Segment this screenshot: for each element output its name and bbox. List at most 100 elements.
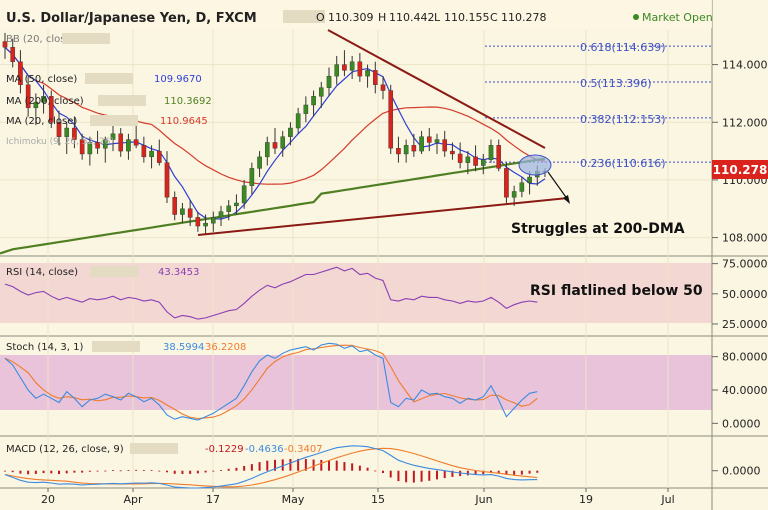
ohlc-l: 110.155 [444, 11, 490, 24]
macd-hist-bar [389, 470, 392, 478]
legend-ma50: MA (50, close) [6, 74, 77, 85]
symbol-title: U.S. Dollar/Japanese Yen, D, FXCM [6, 11, 257, 26]
header-icons[interactable] [283, 10, 325, 23]
macd-hist-bar [343, 462, 346, 471]
x-tick-label: 17 [206, 493, 220, 506]
macd-hist-bar [358, 465, 361, 471]
ohlc-o-label: O [316, 11, 325, 24]
market-status-dot [633, 14, 639, 20]
macd-hist-bar [466, 470, 469, 476]
macd-hist-bar [482, 470, 485, 475]
macd-hist-bar [104, 470, 107, 472]
candle [280, 136, 286, 149]
candle [234, 202, 239, 207]
fib-label: 0.236(110.616) [580, 157, 666, 170]
macd-hist-bar [27, 470, 30, 475]
candle [396, 148, 401, 155]
stoch-d-line [4, 344, 538, 420]
candle [110, 133, 116, 140]
candle [226, 205, 232, 212]
rsi-tick-label: 25.0000 [722, 318, 768, 331]
candle [519, 182, 525, 192]
candle [56, 122, 62, 137]
candle [218, 211, 224, 218]
macd-hist-bar [335, 460, 338, 471]
candle [511, 191, 517, 198]
candle [187, 208, 193, 218]
macd-hist-bar [34, 470, 37, 474]
ohlc-l-label: L [434, 11, 441, 24]
x-tick-label: May [282, 493, 305, 506]
candle [79, 139, 85, 155]
macd-hist-bar [243, 465, 246, 471]
candle [72, 127, 77, 140]
ma50-line [4, 46, 546, 220]
ma20-line [4, 46, 546, 185]
macd-hist-bar [420, 470, 423, 482]
ohlc-c-label: C [490, 11, 498, 24]
candle [241, 185, 247, 204]
macd-hist-value: -0.1229 [205, 444, 244, 455]
macd-hist-bar [520, 470, 523, 475]
candle [426, 136, 432, 143]
support-trendline [197, 197, 569, 236]
candle [64, 127, 70, 137]
macd-hist-bar [58, 470, 60, 475]
macd-tick-label: 0.0000 [722, 465, 761, 478]
fib-label: 0.618(114.639) [580, 41, 666, 54]
macd-hist-bar [212, 470, 215, 472]
macd-hist-bar [11, 470, 14, 473]
macd-hist-bar [112, 470, 114, 471]
macd-hist-bar [135, 469, 138, 471]
macd-hist-bar [451, 470, 454, 477]
candle [318, 87, 324, 97]
x-tick-label: Jul [660, 493, 674, 506]
macd-hist-bar [127, 470, 130, 471]
macd-hist-bar [166, 470, 168, 473]
market-status: Market Open [642, 11, 713, 24]
candle [149, 150, 154, 158]
y-tick-label: 114.000 [722, 59, 768, 72]
macd-hist-bar [405, 470, 408, 483]
macd-hist-bar [4, 470, 6, 472]
macd-hist-bar [443, 470, 446, 479]
x-tick-label: 19 [579, 493, 593, 506]
candle [473, 156, 478, 166]
candle [442, 139, 448, 152]
stoch-d-value: 36.2208 [205, 342, 246, 353]
candle [434, 139, 440, 143]
annotation-200dma: Struggles at 200-DMA [511, 221, 685, 237]
macd-hist-bar [19, 470, 22, 474]
legend-bb: BB (20, close, 2) [6, 34, 88, 45]
candle [25, 84, 31, 109]
macd-hist-bar [505, 470, 508, 475]
candle [465, 156, 471, 163]
stoch-label: Stoch (14, 3, 1) [6, 342, 83, 353]
candle [365, 70, 370, 77]
legend-ma20-value: 110.9645 [160, 116, 208, 127]
macd-line [4, 445, 538, 489]
macd-hist-bar [312, 459, 315, 471]
macd-hist-bar [119, 470, 122, 472]
y-tick-label: 108.000 [722, 232, 768, 245]
grid [0, 30, 712, 488]
macd-hist-bar [181, 470, 184, 474]
macd-hist-bar [366, 467, 369, 471]
candle [257, 156, 262, 169]
legend-ma200-value: 110.3692 [164, 96, 212, 107]
macd-hist-bar [81, 470, 84, 473]
ohlc-c: 110.278 [501, 11, 547, 24]
stoch-tick-label: 40.0000 [722, 384, 768, 397]
stoch-k-value: 38.5994 [163, 342, 204, 353]
candle [488, 145, 494, 160]
macd-hist-bar [297, 458, 300, 471]
x-tick-label: 15 [371, 493, 385, 506]
rsi-label: RSI (14, close) [6, 267, 78, 278]
candle [156, 150, 162, 163]
rsi-tick-label: 75.0000 [722, 258, 768, 271]
macd-hist-bar [42, 470, 45, 474]
macd-hist-bar [50, 470, 53, 474]
legend-ma50-value: 109.9670 [154, 74, 202, 85]
macd-hist-bar [281, 459, 284, 471]
